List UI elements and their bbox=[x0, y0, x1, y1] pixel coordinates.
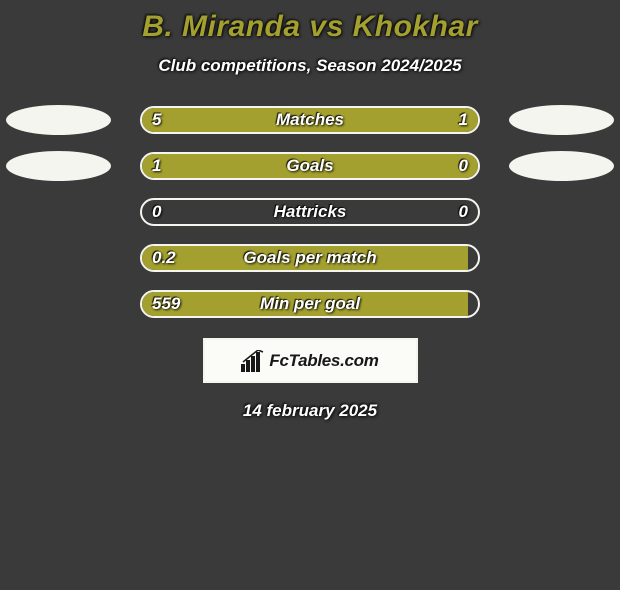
logo-text: FcTables.com bbox=[269, 351, 378, 371]
stat-row: 559Min per goal bbox=[0, 290, 620, 318]
stat-bar: 1Goals0 bbox=[140, 152, 480, 180]
stat-label: Goals per match bbox=[142, 246, 478, 270]
stat-label: Goals bbox=[142, 154, 478, 178]
logo-badge: FcTables.com bbox=[203, 338, 418, 383]
stat-row: 1Goals0 bbox=[0, 152, 620, 180]
player-disc-left bbox=[6, 105, 111, 135]
stat-row: 0Hattricks0 bbox=[0, 198, 620, 226]
stat-row: 0.2Goals per match bbox=[0, 244, 620, 272]
stat-right-value: 0 bbox=[459, 200, 468, 224]
logo-bars-icon bbox=[241, 350, 267, 372]
stat-right-value: 1 bbox=[459, 108, 468, 132]
stat-bar: 0.2Goals per match bbox=[140, 244, 480, 272]
stat-label: Matches bbox=[142, 108, 478, 132]
player-disc-left bbox=[6, 151, 111, 181]
stat-bar: 0Hattricks0 bbox=[140, 198, 480, 226]
date-text: 14 february 2025 bbox=[0, 401, 620, 421]
comparison-rows: 5Matches11Goals00Hattricks00.2Goals per … bbox=[0, 106, 620, 318]
stat-bar: 559Min per goal bbox=[140, 290, 480, 318]
player-disc-right bbox=[509, 105, 614, 135]
stat-row: 5Matches1 bbox=[0, 106, 620, 134]
player-disc-right bbox=[509, 151, 614, 181]
stat-label: Hattricks bbox=[142, 200, 478, 224]
stat-right-value: 0 bbox=[459, 154, 468, 178]
page-title: B. Miranda vs Khokhar bbox=[0, 10, 620, 44]
stat-label: Min per goal bbox=[142, 292, 478, 316]
subtitle: Club competitions, Season 2024/2025 bbox=[0, 56, 620, 76]
stat-bar: 5Matches1 bbox=[140, 106, 480, 134]
